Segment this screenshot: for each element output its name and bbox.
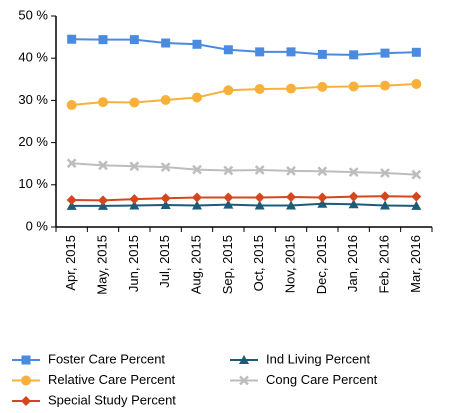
data-point xyxy=(161,38,171,48)
data-point xyxy=(254,192,265,203)
data-point xyxy=(254,200,265,210)
legend-marker xyxy=(239,375,249,386)
legend-label: Ind Living Percent xyxy=(266,351,370,366)
data-point xyxy=(98,195,108,206)
legend-item: Cong Care Percent xyxy=(230,372,378,387)
data-point xyxy=(66,100,77,111)
series-line xyxy=(71,38,417,56)
x-tick-label: Sep, 2015 xyxy=(220,235,235,294)
y-tick-label: 10 % xyxy=(18,176,48,191)
data-point xyxy=(192,92,202,103)
y-tick-label: 0 % xyxy=(26,218,49,233)
data-point xyxy=(348,199,359,209)
data-point xyxy=(129,194,140,205)
legend-item: Relative Care Percent xyxy=(12,372,176,387)
data-point xyxy=(223,199,234,209)
legend-item: Foster Care Percent xyxy=(12,351,165,366)
y-tick-label: 50 % xyxy=(18,7,48,22)
data-point xyxy=(192,39,202,49)
data-point xyxy=(348,167,359,178)
data-point xyxy=(66,200,77,210)
data-point xyxy=(129,200,140,210)
data-point xyxy=(129,97,140,108)
legend-item: Special Study Percent xyxy=(12,392,176,407)
data-point xyxy=(411,78,422,89)
data-point xyxy=(317,198,328,208)
data-point xyxy=(317,49,327,59)
x-tick-label: Dec, 2015 xyxy=(314,235,329,294)
data-point xyxy=(160,94,171,105)
x-tick-label: May, 2015 xyxy=(94,235,109,295)
data-point xyxy=(192,192,202,203)
x-tick-label: Jul, 2015 xyxy=(157,235,172,288)
y-tick-label: 20 % xyxy=(18,134,48,149)
x-tick-label: Jan, 2016 xyxy=(345,235,360,292)
data-point xyxy=(317,166,328,177)
data-point xyxy=(223,85,234,96)
data-point xyxy=(254,84,265,95)
y-tick-label: 30 % xyxy=(18,92,48,107)
data-point xyxy=(317,81,328,92)
data-point xyxy=(286,192,296,203)
data-point xyxy=(380,191,390,202)
x-tick-label: Mar, 2016 xyxy=(408,235,423,293)
data-point xyxy=(411,47,421,57)
data-point xyxy=(223,165,234,176)
data-point xyxy=(129,161,140,172)
data-point xyxy=(380,200,390,210)
data-point xyxy=(160,162,171,172)
x-tick-label: Nov, 2015 xyxy=(282,235,297,293)
data-point xyxy=(286,200,296,210)
x-tick-label: Jun, 2015 xyxy=(126,235,141,292)
data-point xyxy=(286,165,296,176)
data-point xyxy=(98,35,108,45)
data-point xyxy=(348,191,359,202)
data-point xyxy=(67,34,77,44)
data-point xyxy=(349,50,359,60)
data-point xyxy=(192,200,202,210)
data-point xyxy=(160,200,171,210)
data-point xyxy=(223,45,233,55)
legend-item: Ind Living Percent xyxy=(230,351,370,366)
x-tick-label: Feb, 2016 xyxy=(376,235,391,294)
legend-marker xyxy=(239,355,249,364)
legend-label: Special Study Percent xyxy=(48,392,176,407)
series-line xyxy=(71,202,417,207)
data-point xyxy=(380,168,390,178)
data-point xyxy=(411,191,422,202)
data-point xyxy=(255,47,265,57)
data-point xyxy=(223,192,234,203)
data-point xyxy=(411,200,422,210)
data-point xyxy=(380,80,390,91)
legend-marker xyxy=(21,375,31,386)
legend-marker xyxy=(21,355,31,365)
data-point xyxy=(66,194,77,205)
legend-label: Foster Care Percent xyxy=(48,351,165,366)
data-point xyxy=(160,193,171,204)
x-tick-label: Apr, 2015 xyxy=(63,235,78,291)
x-tick-label: Oct, 2015 xyxy=(251,235,266,291)
data-point xyxy=(286,47,296,57)
series-line xyxy=(71,82,417,107)
legend-marker xyxy=(21,396,31,406)
data-point xyxy=(348,81,359,92)
y-tick-label: 40 % xyxy=(18,50,48,65)
data-point xyxy=(411,169,422,180)
data-point xyxy=(192,164,202,175)
x-tick-label: Aug, 2015 xyxy=(188,235,203,294)
data-point xyxy=(129,35,139,45)
data-point xyxy=(317,192,328,203)
data-point xyxy=(286,83,296,94)
data-point xyxy=(66,158,77,169)
series-line xyxy=(71,162,417,176)
data-point xyxy=(98,97,108,108)
legend-label: Relative Care Percent xyxy=(48,372,176,387)
data-point xyxy=(98,160,108,171)
data-point xyxy=(254,165,265,175)
series-line xyxy=(71,195,417,202)
data-point xyxy=(380,48,390,58)
legend-label: Cong Care Percent xyxy=(266,372,378,387)
